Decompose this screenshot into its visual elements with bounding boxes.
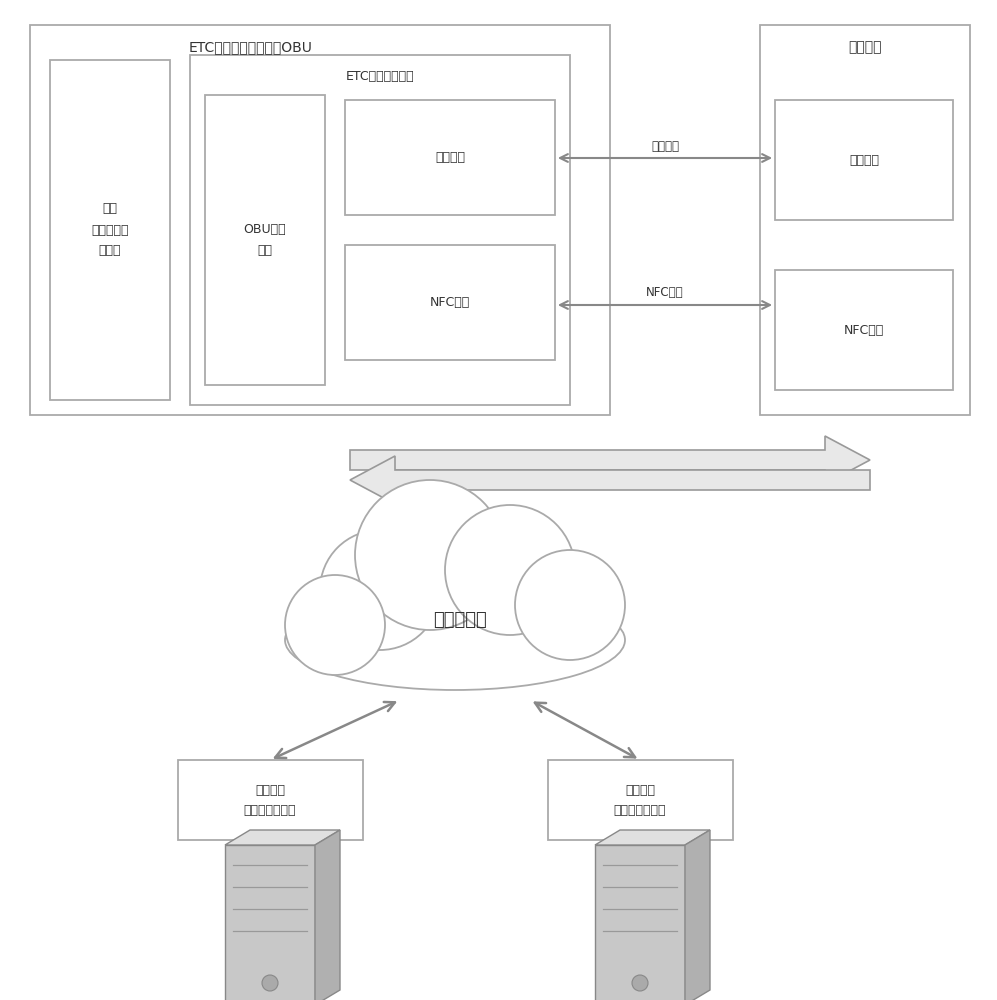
Bar — [205, 95, 325, 385]
Bar — [50, 60, 170, 400]
Text: 移动终端: 移动终端 — [848, 40, 881, 54]
Bar — [760, 25, 970, 415]
Text: NFC通讯: NFC通讯 — [646, 286, 684, 300]
Bar — [775, 270, 953, 390]
Polygon shape — [225, 830, 340, 845]
Text: ETC电子标签车载单元OBU: ETC电子标签车载单元OBU — [188, 40, 312, 54]
Text: 标签储値
认证加密服务器: 标签储値 认证加密服务器 — [614, 784, 666, 816]
Polygon shape — [595, 830, 710, 845]
Text: 移动互联网: 移动互联网 — [433, 611, 487, 629]
Bar — [775, 100, 953, 220]
Polygon shape — [350, 436, 870, 484]
Bar — [177, 760, 363, 840]
Bar — [30, 25, 610, 415]
Bar — [345, 100, 555, 215]
Bar — [225, 845, 315, 1000]
Circle shape — [445, 505, 575, 635]
Polygon shape — [685, 830, 710, 1000]
Circle shape — [320, 530, 440, 650]
Text: NFC模块: NFC模块 — [843, 324, 884, 336]
Text: 支持
电子錢包的
用户卡: 支持 电子錢包的 用户卡 — [92, 202, 129, 257]
Bar — [345, 245, 555, 360]
Polygon shape — [315, 830, 340, 1000]
Circle shape — [632, 975, 648, 991]
Circle shape — [355, 480, 505, 630]
Text: 蓝牙模块: 蓝牙模块 — [849, 153, 879, 166]
Circle shape — [515, 550, 625, 660]
Text: 标签发行
认证加密服务器: 标签发行 认证加密服务器 — [243, 784, 296, 816]
Bar — [190, 55, 570, 405]
Bar — [547, 760, 733, 840]
Text: ETC电子标签设备: ETC电子标签设备 — [346, 70, 415, 84]
Bar — [595, 845, 685, 1000]
Text: 蓝牙通讯: 蓝牙通讯 — [651, 139, 679, 152]
Circle shape — [285, 575, 385, 675]
Text: 蓝牙模块: 蓝牙模块 — [435, 151, 465, 164]
Text: NFC标签: NFC标签 — [430, 296, 471, 309]
Circle shape — [262, 975, 278, 991]
Polygon shape — [350, 456, 870, 504]
Ellipse shape — [285, 590, 625, 690]
Text: OBU安全
模块: OBU安全 模块 — [243, 223, 286, 257]
